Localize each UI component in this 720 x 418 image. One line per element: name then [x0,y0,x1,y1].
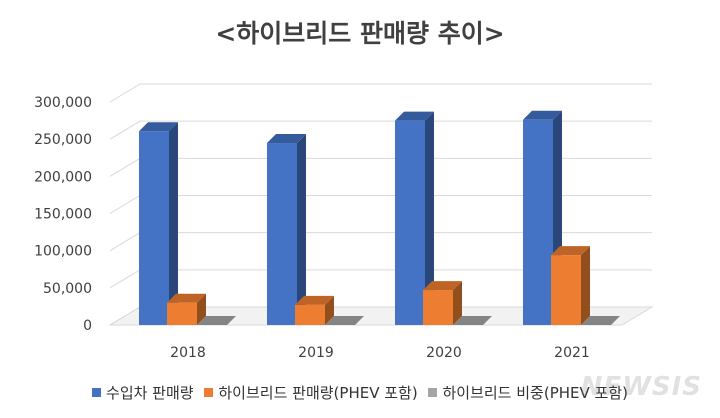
gridline [109,195,652,214]
gridline [109,157,652,177]
legend-item-hybrid-share: 하이브리드 비중(PHEV 포함) [428,382,628,403]
bar [395,120,425,325]
gridline [109,120,652,140]
bar-side [169,122,178,325]
bar-top [295,295,334,305]
y-tick-label: 200,000 [34,169,92,185]
bar-side [581,246,590,325]
legend-item-imports: 수입차 판매량 [92,382,194,403]
y-tick-label: 300,000 [34,95,92,111]
x-tick-label: 2018 [170,345,206,361]
legend-swatch-hybrid-share [428,388,438,397]
bar [167,302,197,325]
bar [267,143,297,325]
y-tick-label: 100,000 [34,244,92,260]
bar-top [423,281,462,291]
legend-label-imports: 수입차 판매량 [106,384,194,402]
bar-side [453,281,462,325]
bar [423,290,453,325]
x-tick-label: 2021 [554,345,590,361]
legend-label-hybrid-sales: 하이브리드 판매량(PHEV 포함) [218,384,418,402]
bar [295,304,325,325]
bar-top [325,316,364,325]
bar-side [425,111,434,325]
x-tick-label: 2019 [298,345,334,361]
bar-side [197,293,206,325]
bar-top [197,316,236,325]
y-tick-label: 50,000 [43,281,92,297]
y-tick-label: 0 [83,318,92,334]
legend-item-hybrid-sales: 하이브리드 판매량(PHEV 포함) [204,382,418,403]
bar-top [581,316,620,325]
bar-side [325,295,334,325]
bar [551,255,581,325]
bar-top [167,293,206,303]
bar-top [139,122,178,132]
y-tick-label: 250,000 [34,132,92,148]
watermark-logo: NEWSIS [580,372,702,402]
legend-label-hybrid-share: 하이브리드 비중(PHEV 포함) [442,384,628,402]
legend-swatch-imports [92,388,102,397]
bar-top [523,110,562,120]
y-tick-label: 150,000 [34,207,92,223]
gridline [109,83,652,103]
bar-side [297,134,306,325]
legend-swatch-hybrid-sales [204,388,214,397]
bar [139,131,169,325]
bar-top [395,111,434,121]
legend: 수입차 판매량 하이브리드 판매량(PHEV 포함) 하이브리드 비중(PHEV… [0,382,720,403]
bar-top [453,316,492,325]
bar-top [551,246,590,256]
bar-top [267,134,306,144]
x-tick-label: 2020 [426,345,462,361]
chart-title: <하이브리드 판매량 추이> [215,19,505,48]
bar [523,119,553,326]
